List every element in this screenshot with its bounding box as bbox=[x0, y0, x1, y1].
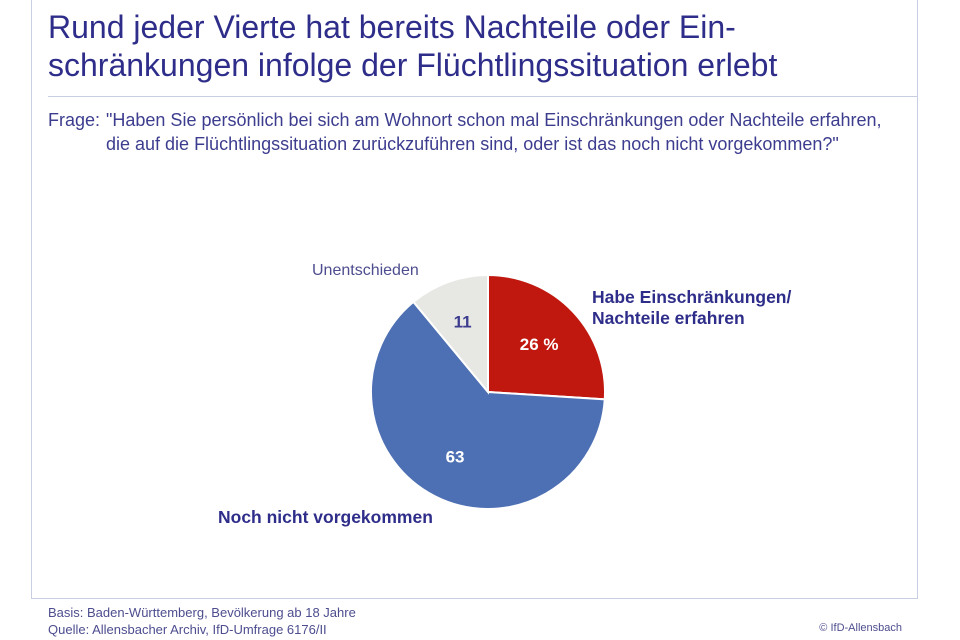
footer-divider bbox=[31, 598, 918, 599]
copyright: © IfD-Allensbach bbox=[819, 622, 902, 634]
chart-title: Rund jeder Vierte hat bereits Nachteile … bbox=[48, 8, 918, 84]
footer-basis: Basis: Baden-Württemberg, Bevölkerung ab… bbox=[48, 605, 356, 620]
title-line-2: schränkungen infolge der Flüchtlingssitu… bbox=[48, 47, 778, 83]
frame-right-line bbox=[917, 0, 918, 598]
slice-value-label-3: 11 bbox=[454, 313, 472, 332]
slice-category-label-1: Habe Einschränkungen/Nachteile erfahren bbox=[592, 287, 791, 328]
pie-slice-1 bbox=[487, 273, 606, 401]
footer-source: Quelle: Allensbacher Archiv, IfD-Umfrage… bbox=[48, 622, 327, 637]
slice-value-label-2: 63 bbox=[446, 448, 465, 467]
slice-value-label-1: 26 % bbox=[520, 335, 559, 354]
frame-left-line bbox=[31, 0, 32, 598]
footer-notes: Basis: Baden-Württemberg, Bevölkerung ab… bbox=[48, 604, 356, 638]
pie-slice-2 bbox=[370, 300, 606, 510]
slice-category-label-3: Unentschieden bbox=[312, 262, 419, 279]
pie-chart: 26 % Habe Einschränkungen/Nachteile erfah… bbox=[218, 262, 791, 527]
title-divider bbox=[48, 96, 917, 97]
question-prefix: Frage: bbox=[48, 110, 101, 130]
question-text: "Haben Sie persönlich bei sich am Wohnor… bbox=[106, 110, 882, 154]
slice-category-label-2: Noch nicht vorgekommen bbox=[218, 507, 433, 527]
survey-question: Frage: "Haben Sie persönlich bei sich am… bbox=[48, 108, 908, 156]
title-line-1: Rund jeder Vierte hat bereits Nachteile … bbox=[48, 9, 736, 45]
pie-slice-3 bbox=[412, 273, 489, 395]
